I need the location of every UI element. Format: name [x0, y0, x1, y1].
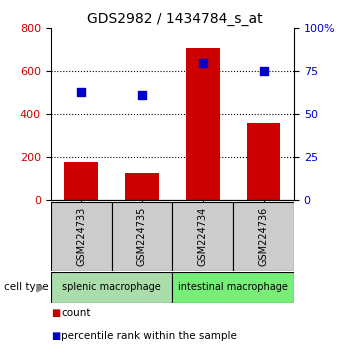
Point	[200, 60, 205, 65]
Text: GSM224734: GSM224734	[198, 207, 208, 266]
Bar	[186, 48, 219, 200]
Point	[139, 92, 145, 98]
Text: cell type: cell type	[4, 282, 48, 292]
Bar	[112, 202, 172, 271]
Text: GSM224736: GSM224736	[259, 207, 268, 266]
Text: ■: ■	[51, 308, 60, 318]
Text: count: count	[61, 308, 91, 318]
Bar	[51, 202, 112, 271]
Text: intestinal macrophage: intestinal macrophage	[178, 282, 288, 292]
Text: percentile rank within the sample: percentile rank within the sample	[61, 331, 237, 341]
Bar	[247, 123, 280, 200]
Bar	[172, 272, 294, 303]
Text: splenic macrophage: splenic macrophage	[62, 282, 161, 292]
Text: GDS2982 / 1434784_s_at: GDS2982 / 1434784_s_at	[87, 12, 263, 27]
Point	[78, 89, 84, 95]
Bar	[125, 173, 159, 200]
Text: GSM224735: GSM224735	[137, 207, 147, 266]
Point	[261, 68, 266, 74]
Bar	[172, 202, 233, 271]
Text: ▶: ▶	[37, 282, 46, 292]
Bar	[233, 202, 294, 271]
Bar	[51, 272, 172, 303]
Text: GSM224733: GSM224733	[76, 207, 86, 266]
Bar	[64, 162, 98, 200]
Text: ■: ■	[51, 331, 60, 341]
